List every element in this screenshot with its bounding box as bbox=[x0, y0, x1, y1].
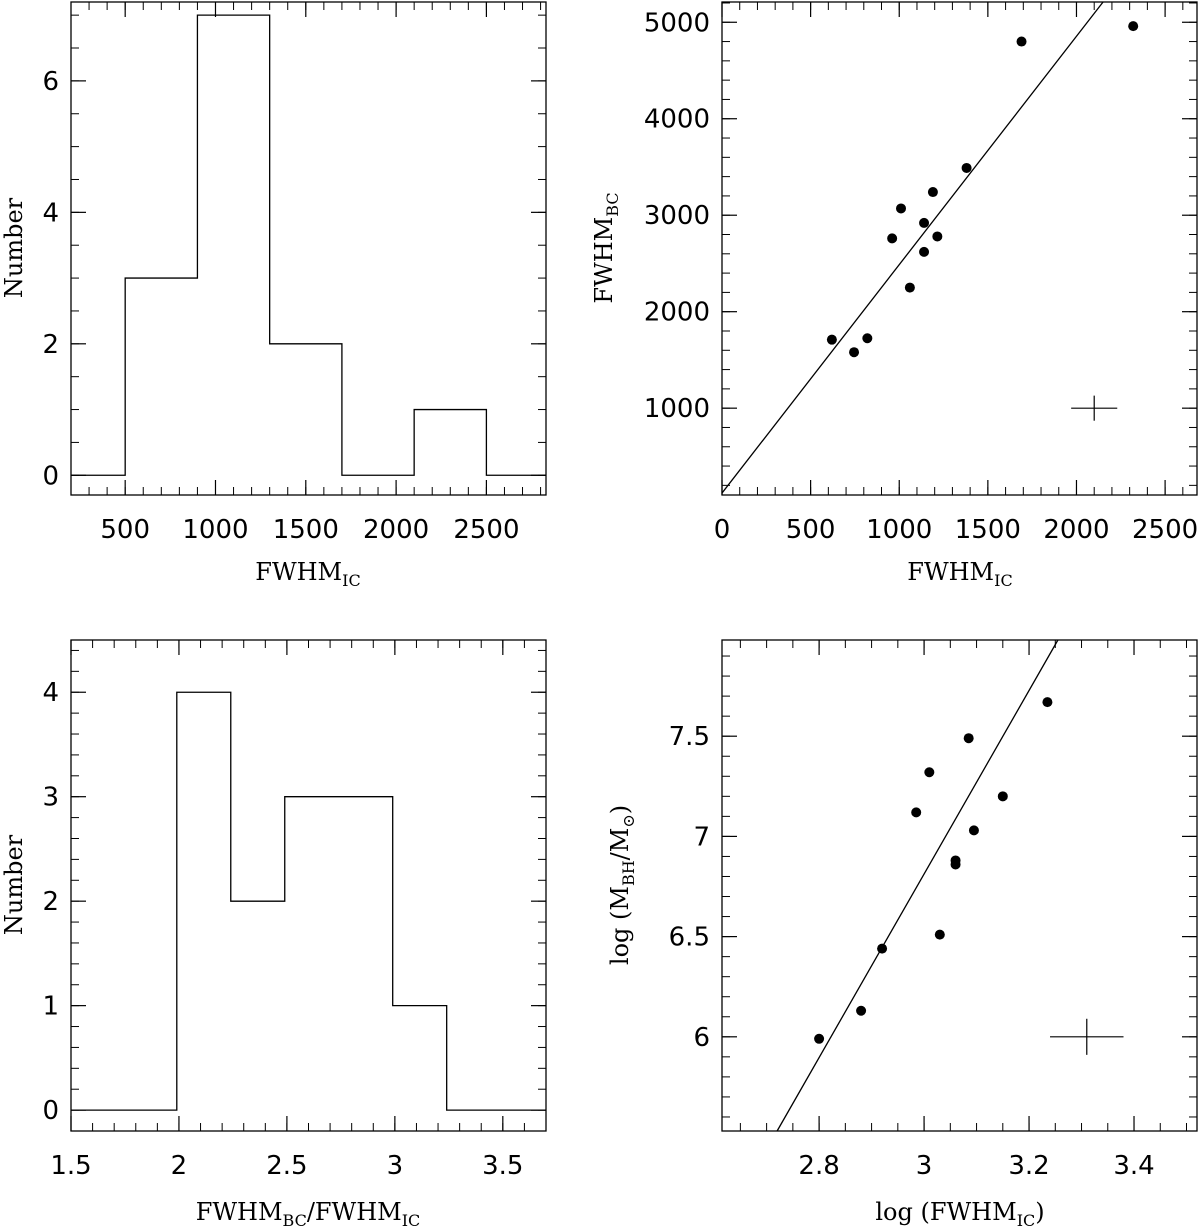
x-tick-label: 1500 bbox=[273, 515, 339, 545]
y-tick-label: 0 bbox=[42, 1096, 59, 1126]
plot-frame bbox=[721, 639, 1198, 1132]
data-point bbox=[862, 333, 873, 344]
data-point bbox=[911, 807, 922, 818]
y-tick-label: 2 bbox=[42, 887, 59, 917]
histogram-bar bbox=[231, 901, 285, 1110]
data-point bbox=[927, 187, 938, 198]
data-point bbox=[1016, 36, 1027, 47]
x-tick-label: 1000 bbox=[182, 515, 248, 545]
data-point bbox=[919, 246, 930, 257]
y-tick-label: 1000 bbox=[644, 394, 710, 424]
x-axis-title: FWHMBC/FWHMIC bbox=[196, 1198, 421, 1229]
histogram-outline bbox=[71, 691, 546, 1111]
data-point bbox=[932, 231, 943, 242]
y-tick-label: 2 bbox=[42, 330, 59, 360]
fit-line bbox=[721, 1, 1104, 494]
data-point bbox=[896, 203, 907, 214]
x-tick-label: 500 bbox=[100, 515, 150, 545]
histogram-bar bbox=[270, 344, 342, 475]
x-tick-label: 3 bbox=[387, 1151, 404, 1181]
histogram-bar bbox=[285, 797, 393, 1110]
data-point bbox=[1128, 21, 1139, 32]
plot-frame bbox=[70, 639, 547, 1132]
y-tick-label: 5000 bbox=[644, 8, 710, 38]
y-tick-label: 2000 bbox=[644, 298, 710, 328]
histogram-bar bbox=[393, 1006, 447, 1110]
y-axis-title: Number bbox=[0, 197, 28, 298]
y-tick-label: 7.5 bbox=[669, 722, 710, 752]
y-tick-label: 4 bbox=[42, 198, 59, 228]
x-tick-label: 3.5 bbox=[482, 1151, 523, 1181]
data-point bbox=[963, 733, 974, 744]
data-point bbox=[968, 825, 979, 836]
data-point bbox=[997, 791, 1008, 802]
histogram-bar bbox=[197, 15, 269, 475]
data-point bbox=[934, 929, 945, 940]
data-point bbox=[961, 162, 972, 173]
data-point bbox=[849, 347, 860, 358]
data-point bbox=[919, 217, 930, 228]
x-tick-label: 1000 bbox=[866, 515, 932, 545]
x-tick-label: 2.5 bbox=[266, 1151, 307, 1181]
x-tick-label: 2 bbox=[171, 1151, 188, 1181]
plot-frame bbox=[721, 1, 1198, 496]
data-point bbox=[887, 233, 898, 244]
fit-line bbox=[776, 639, 1059, 1132]
histogram-outline bbox=[71, 14, 546, 476]
y-tick-label: 7 bbox=[693, 822, 710, 852]
x-tick-label: 2500 bbox=[453, 515, 519, 545]
x-axis-title: log (FWHMIC) bbox=[875, 1198, 1044, 1229]
data-point bbox=[904, 282, 915, 293]
data-point bbox=[856, 1005, 867, 1016]
plot-frame bbox=[70, 1, 547, 496]
y-axis-title: Number bbox=[0, 834, 28, 935]
data-point bbox=[924, 767, 935, 778]
x-tick-label: 2500 bbox=[1132, 515, 1198, 545]
x-tick-label: 3.4 bbox=[1113, 1151, 1154, 1181]
y-tick-label: 1 bbox=[42, 992, 59, 1022]
y-tick-label: 3 bbox=[42, 783, 59, 813]
y-tick-label: 0 bbox=[42, 461, 59, 491]
y-tick-label: 6 bbox=[693, 1023, 710, 1053]
histogram-bar bbox=[125, 278, 197, 475]
panel-scatter-fwhm-bc-vs-ic: 0 500 1000 1500 2000 2500 1000 2000 3000 4000 5000… bbox=[590, 1, 1198, 590]
histogram-bar bbox=[177, 692, 231, 1110]
data-point bbox=[814, 1033, 825, 1044]
x-tick-label: 1500 bbox=[955, 515, 1021, 545]
x-tick-label: 3 bbox=[916, 1151, 933, 1181]
x-axis-title: FWHMIC bbox=[907, 558, 1012, 590]
y-tick-label: 3000 bbox=[644, 201, 710, 231]
x-tick-label: 2.8 bbox=[798, 1151, 839, 1181]
y-tick-label: 4 bbox=[42, 678, 59, 708]
panel-scatter-log-mbh-vs-log-fwhm: 2.8 3 3.2 3.4 6 6.5 7 7.5 log (FWHMIC) log (MBH… bbox=[606, 639, 1198, 1229]
x-tick-label: 2000 bbox=[363, 515, 429, 545]
y-tick-label: 4000 bbox=[644, 105, 710, 135]
y-axis-title: FWHMBC bbox=[590, 192, 622, 303]
x-tick-label: 1.5 bbox=[50, 1151, 91, 1181]
panel-histogram-fwhm-ratio: 1.5 2 2.5 3 3.5 0 1 2 3 4 FWHMBC/FWHMIC Number bbox=[0, 639, 547, 1229]
data-point bbox=[950, 859, 961, 870]
data-point bbox=[1042, 697, 1053, 708]
x-tick-label: 3.2 bbox=[1008, 1151, 1049, 1181]
y-axis-title: log (MBH/M⊙) bbox=[606, 805, 638, 965]
histogram-bar bbox=[414, 410, 486, 476]
x-axis-title: FWHMIC bbox=[255, 558, 360, 590]
x-tick-label: 2000 bbox=[1043, 515, 1109, 545]
y-tick-label: 6.5 bbox=[669, 923, 710, 953]
x-tick-label: 500 bbox=[786, 515, 836, 545]
y-tick-label: 6 bbox=[42, 67, 59, 97]
x-tick-label: 0 bbox=[714, 515, 731, 545]
panel-histogram-fwhm-ic: 500 1000 1500 2000 2500 0 2 4 6 FWHMIC Number bbox=[0, 1, 547, 590]
data-point bbox=[826, 334, 837, 345]
data-point bbox=[877, 943, 888, 954]
